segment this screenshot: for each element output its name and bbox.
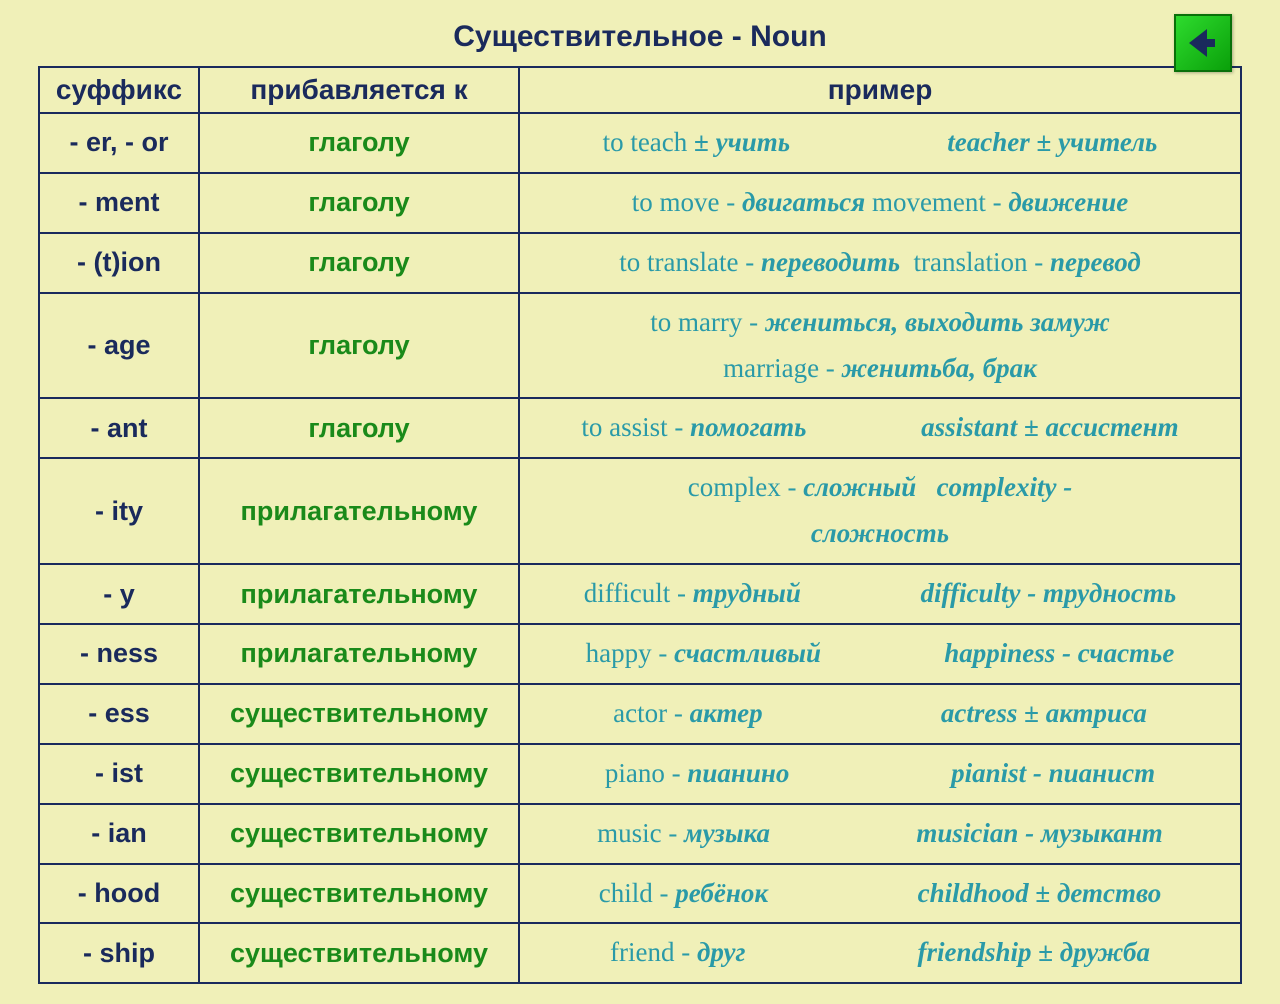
suffix-cell: - ant: [39, 398, 199, 458]
table-row: - er, - or глаголу to teach ± учитьteacher…: [39, 113, 1241, 173]
suffix-text: - hood: [78, 878, 160, 908]
table-row: - ship существительному friend - другfrien…: [39, 923, 1241, 983]
addedto-text: существительному: [230, 938, 488, 968]
suffix-cell: - ness: [39, 624, 199, 684]
suffix-text: - ity: [95, 496, 143, 526]
example-cell: piano - пианиноpianist - пианист: [519, 744, 1241, 804]
col-example-header: пример: [519, 67, 1241, 113]
addedto-cell: глаголу: [199, 173, 519, 233]
suffix-text: - age: [87, 330, 150, 360]
page-title: Существительное - Noun: [453, 20, 827, 53]
table-header-row: суффикс прибавляется к пример: [39, 67, 1241, 113]
example-cell: complex - сложный complexity -сложность: [519, 458, 1241, 564]
example-cell: to assist - помогатьassistant ± ассистен…: [519, 398, 1241, 458]
table-row: - ist существительному piano - пианиноpian…: [39, 744, 1241, 804]
table-row: - ment глаголу to move - двигаться movemen…: [39, 173, 1241, 233]
example-cell: child - ребёнокchildhood ± детство: [519, 864, 1241, 924]
example-cell: difficult - трудныйdifficulty - трудност…: [519, 564, 1241, 624]
suffix-cell: - hood: [39, 864, 199, 924]
suffix-cell: - ist: [39, 744, 199, 804]
table-row: - hood существительному child - ребёнокchi…: [39, 864, 1241, 924]
suffix-cell: - ment: [39, 173, 199, 233]
addedto-text: существительному: [230, 878, 488, 908]
grammar-table: суффикс прибавляется к пример - er, - or…: [38, 66, 1242, 984]
addedto-cell: прилагательному: [199, 458, 519, 564]
suffix-cell: - y: [39, 564, 199, 624]
addedto-cell: глаголу: [199, 233, 519, 293]
example-cell: to marry - жениться, выходить замужmarri…: [519, 293, 1241, 399]
back-arrow-icon: [1185, 25, 1221, 61]
suffix-text: - ness: [80, 638, 158, 668]
suffix-cell: - er, - or: [39, 113, 199, 173]
addedto-cell: существительному: [199, 804, 519, 864]
table-row: - age глаголу to marry - жениться, выходит…: [39, 293, 1241, 399]
table-row: - ity прилагательному complex - сложный co…: [39, 458, 1241, 564]
suffix-text: - ess: [88, 698, 150, 728]
table-row: - ess существительному actor - актерactres…: [39, 684, 1241, 744]
suffix-text: - ist: [95, 758, 143, 788]
addedto-cell: глаголу: [199, 398, 519, 458]
addedto-text: прилагательному: [241, 638, 478, 668]
back-button[interactable]: [1174, 14, 1232, 72]
example-cell: to move - двигаться movement - движение: [519, 173, 1241, 233]
example-cell: happy - счастливыйhappiness - счастье: [519, 624, 1241, 684]
col-addedto-header: прибавляется к: [199, 67, 519, 113]
example-cell: to teach ± учитьteacher ± учитель: [519, 113, 1241, 173]
suffix-cell: - ian: [39, 804, 199, 864]
addedto-text: существительному: [230, 698, 488, 728]
table-row: - (t)ion глаголу to translate - переводить…: [39, 233, 1241, 293]
addedto-cell: прилагательному: [199, 564, 519, 624]
addedto-cell: существительному: [199, 864, 519, 924]
suffix-text: - ant: [91, 413, 148, 443]
table-row: - ian существительному music - музыкаmusic…: [39, 804, 1241, 864]
addedto-text: глаголу: [308, 127, 409, 157]
addedto-text: глаголу: [308, 330, 409, 360]
suffix-text: - ian: [91, 818, 147, 848]
table-row: - ness прилагательному happy - счастливыйh…: [39, 624, 1241, 684]
addedto-cell: глаголу: [199, 293, 519, 399]
example-cell: music - музыкаmusician - музыкант: [519, 804, 1241, 864]
addedto-cell: существительному: [199, 684, 519, 744]
example-cell: friend - другfriendship ± дружба: [519, 923, 1241, 983]
suffix-text: - y: [103, 579, 135, 609]
addedto-cell: глаголу: [199, 113, 519, 173]
suffix-text: - er, - or: [69, 127, 168, 157]
suffix-text: - (t)ion: [77, 247, 161, 277]
addedto-text: глаголу: [308, 413, 409, 443]
addedto-text: прилагательному: [241, 496, 478, 526]
addedto-text: существительному: [230, 758, 488, 788]
example-cell: to translate - переводить translation - …: [519, 233, 1241, 293]
table-row: - ant глаголу to assist - помогатьassistan…: [39, 398, 1241, 458]
addedto-text: глаголу: [308, 247, 409, 277]
addedto-cell: существительному: [199, 744, 519, 804]
suffix-cell: - ity: [39, 458, 199, 564]
addedto-text: существительному: [230, 818, 488, 848]
example-cell: actor - актерactress ± актриса: [519, 684, 1241, 744]
suffix-text: - ship: [83, 938, 155, 968]
suffix-cell: - (t)ion: [39, 233, 199, 293]
addedto-text: глаголу: [308, 187, 409, 217]
addedto-text: прилагательному: [241, 579, 478, 609]
suffix-cell: - ship: [39, 923, 199, 983]
col-suffix-header: суффикс: [39, 67, 199, 113]
suffix-cell: - ess: [39, 684, 199, 744]
suffix-cell: - age: [39, 293, 199, 399]
suffix-text: - ment: [79, 187, 160, 217]
table-row: - y прилагательному difficult - трудныйdif…: [39, 564, 1241, 624]
addedto-cell: существительному: [199, 923, 519, 983]
addedto-cell: прилагательному: [199, 624, 519, 684]
